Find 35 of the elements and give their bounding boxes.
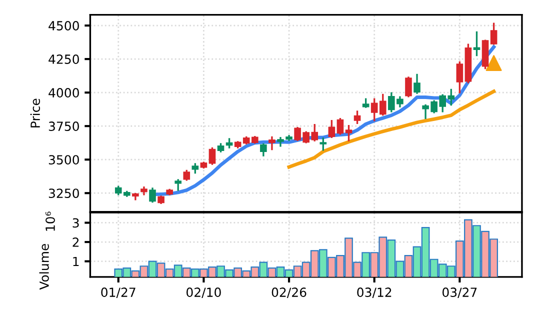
y-tick-label: 4000 (48, 88, 79, 98)
candlestick (336, 118, 344, 135)
x-tick-label: 03/12 (357, 288, 392, 298)
y-axis-title: Volume (39, 244, 49, 290)
candlestick (328, 120, 336, 138)
candlestick (473, 31, 480, 56)
candlestick (405, 76, 412, 98)
x-tick-label: 03/27 (442, 288, 477, 298)
candlestick (260, 143, 267, 156)
x-tick-label: 02/26 (272, 288, 306, 298)
candlestick (354, 110, 361, 124)
y-tick-label: 1 (73, 256, 79, 266)
y-tick-label: 3750 (48, 122, 79, 132)
candlestick (268, 136, 276, 150)
candlestick (345, 124, 352, 142)
candlestick (174, 179, 182, 191)
candlestick (320, 137, 327, 151)
y-tick-label: 4500 (48, 21, 79, 30)
candlestick (456, 61, 464, 94)
candlestick (183, 170, 190, 181)
candlestick (414, 74, 420, 94)
y-tick-label: 4250 (48, 54, 79, 64)
candlestick (208, 147, 216, 165)
candlestick (490, 22, 498, 45)
candlestick (149, 188, 156, 203)
y-tick-label: 3 (72, 218, 79, 228)
y-axis-title: Price (30, 98, 40, 128)
x-tick-label: 02/10 (186, 288, 221, 298)
candlestick (140, 186, 148, 196)
text: 10⁶ (46, 212, 55, 231)
line-series (287, 90, 496, 169)
y-tick-label: 3250 (48, 188, 79, 198)
x-tick-label: 01/27 (101, 288, 136, 298)
y-tick-label: 2 (72, 237, 79, 247)
y-tick-label: 3500 (48, 155, 79, 165)
